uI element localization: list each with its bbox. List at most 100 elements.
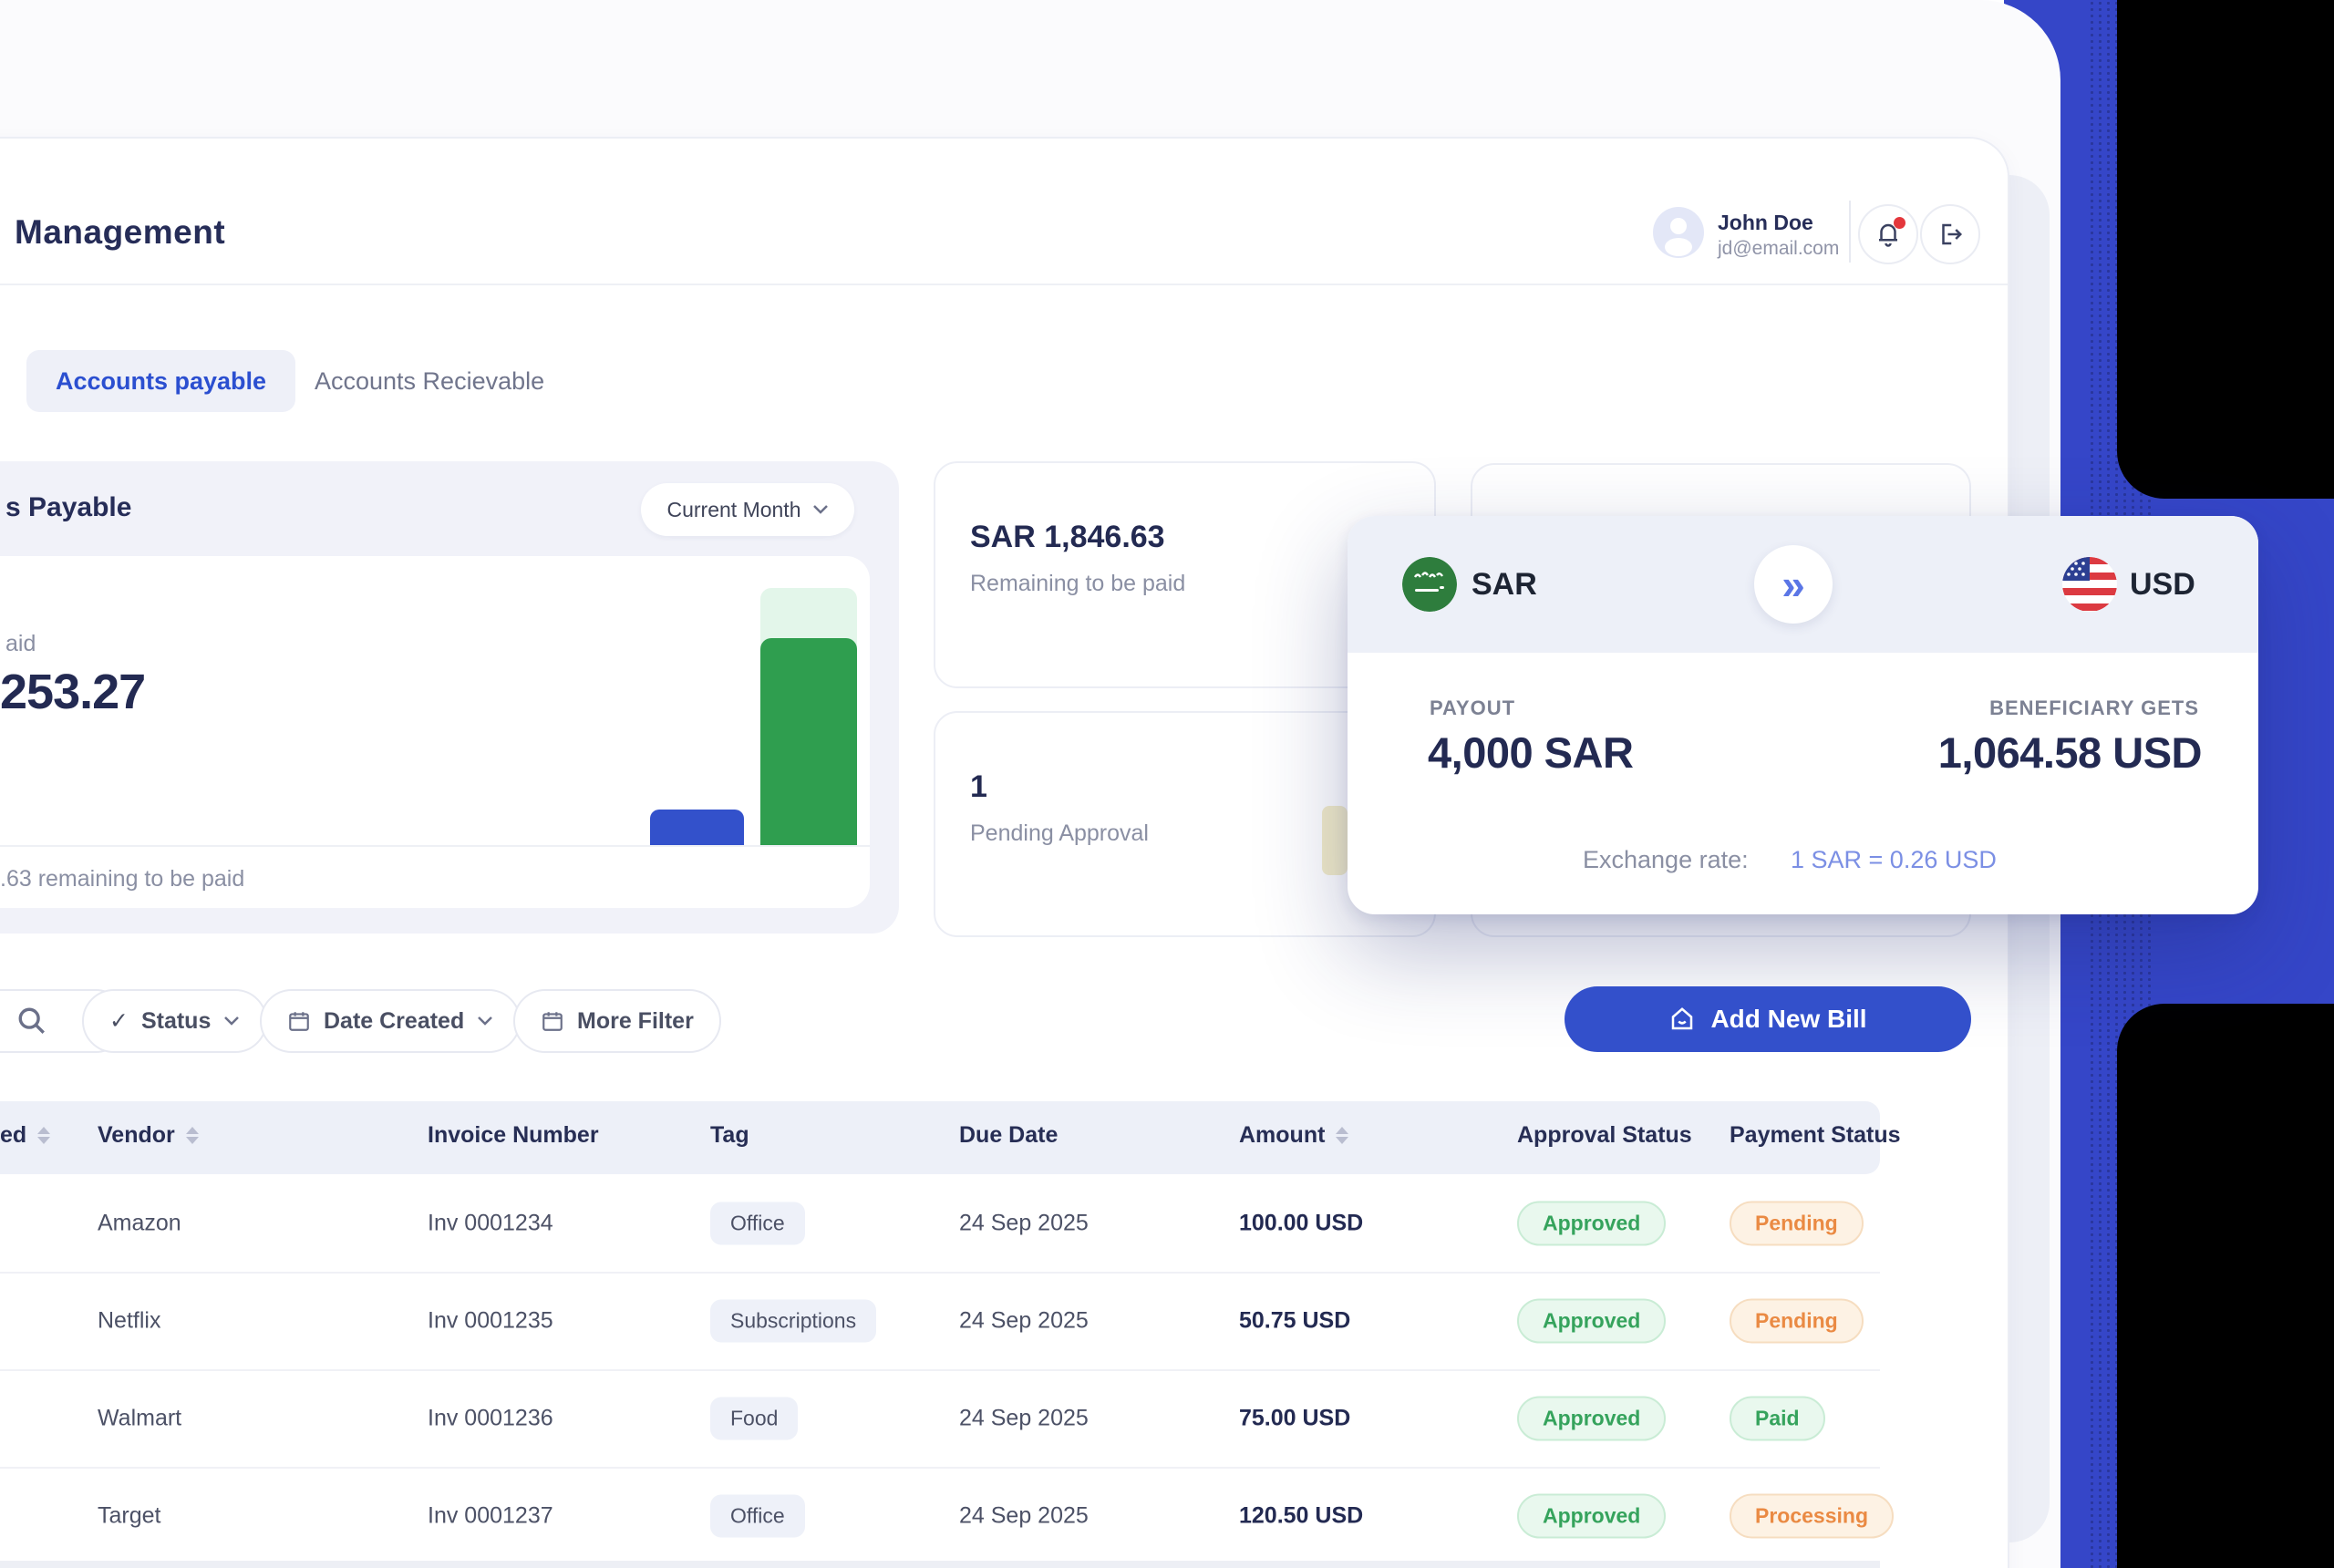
more-filter-button[interactable]: More Filter: [513, 989, 721, 1053]
column-header-invoice: Invoice Number: [428, 1122, 599, 1148]
stat-label: Remaining to be paid: [970, 571, 1186, 596]
sort-icon: [37, 1127, 51, 1144]
tag-pill: Food: [710, 1397, 799, 1439]
bell-icon: [1879, 223, 1897, 247]
period-selector[interactable]: Current Month: [641, 483, 854, 536]
approval-status-cell: Approved: [1517, 1201, 1667, 1245]
logout-icon: [1942, 223, 1963, 245]
notifications-button[interactable]: [1858, 204, 1918, 264]
exchange-rate-value[interactable]: 1 SAR = 0.26 USD: [1791, 846, 1997, 873]
payment-status-badge: Pending: [1730, 1201, 1864, 1245]
column-header-payment-status: Payment Status: [1730, 1122, 1901, 1148]
us-flag-icon: [2062, 557, 2117, 612]
payout-value: 4,000 SAR: [1428, 728, 1634, 777]
amount-cell: 50.75 USD: [1239, 1307, 1351, 1333]
vendor-cell: Walmart: [98, 1405, 182, 1430]
avatar[interactable]: [1653, 207, 1704, 258]
vendor-cell: Target: [98, 1502, 161, 1528]
paid-value: 253.27: [0, 665, 146, 719]
tag-cell: Office: [710, 1202, 805, 1244]
amount-cell: 120.50 USD: [1239, 1502, 1364, 1528]
stat-value: SAR 1,846.63: [970, 520, 1165, 554]
due-date-cell: 24 Sep 2025: [959, 1405, 1089, 1430]
table-row[interactable]: Netflix Inv 0001235 Subscriptions 24 Sep…: [0, 1272, 1880, 1371]
approval-status-badge: Approved: [1517, 1298, 1667, 1343]
payment-status-cell: Pending: [1730, 1201, 1864, 1245]
tag-pill: Office: [710, 1202, 805, 1244]
vendor-cell: Amazon: [98, 1210, 181, 1235]
exchange-card: SAR » USD PAYOUT 4,000 SAR BENEFICIARY G…: [1348, 516, 2258, 914]
amount-cell: 100.00 USD: [1239, 1210, 1364, 1235]
column-header-amount[interactable]: Amount: [1239, 1122, 1349, 1149]
sort-icon: [1336, 1127, 1349, 1144]
sort-icon: [185, 1127, 199, 1144]
person-icon: [1665, 218, 1692, 256]
payment-status-cell: Processing: [1730, 1493, 1894, 1538]
add-new-bill-label: Add New Bill: [1710, 1005, 1867, 1033]
table-header-band: [0, 1101, 1880, 1174]
swap-arrows-icon[interactable]: »: [1754, 545, 1833, 624]
date-created-filter[interactable]: Date Created: [260, 989, 522, 1053]
column-header-tag: Tag: [710, 1122, 749, 1148]
approval-status-cell: Approved: [1517, 1298, 1667, 1343]
invoice-cell: Inv 0001237: [428, 1502, 553, 1528]
status-filter[interactable]: ✓ Status: [82, 989, 268, 1053]
remaining-note: .63 remaining to be paid: [0, 866, 245, 892]
payout-label: PAYOUT: [1430, 696, 1516, 719]
tag-cell: Food: [710, 1397, 799, 1439]
due-date-cell: 24 Sep 2025: [959, 1307, 1089, 1333]
table-row[interactable]: Amazon Inv 0001234 Office 24 Sep 2025 10…: [0, 1174, 1880, 1274]
add-new-bill-button[interactable]: Add New Bill: [1565, 986, 1971, 1052]
tag-cell: Office: [710, 1494, 805, 1537]
payment-status-cell: Paid: [1730, 1396, 1825, 1440]
to-currency-label: USD: [2130, 567, 2195, 602]
tag-pill: Office: [710, 1494, 805, 1537]
tag-cell: Subscriptions: [710, 1299, 877, 1342]
header-divider: [0, 284, 2008, 285]
decor-black-bottom: [2117, 1004, 2334, 1568]
chevron-down-icon: [478, 1016, 493, 1026]
chart-baseline: [0, 845, 870, 847]
invoice-cell: Inv 0001236: [428, 1405, 553, 1430]
user-email: jd@email.com: [1718, 238, 1840, 259]
saudi-flag-icon: [1402, 557, 1457, 612]
column-header-due-date: Due Date: [959, 1122, 1059, 1148]
payable-card-title: s Payable: [5, 492, 132, 522]
more-filter-label: More Filter: [577, 1007, 694, 1034]
column-header-approval-status: Approval Status: [1517, 1122, 1692, 1148]
tab-accounts-payable[interactable]: Accounts payable: [26, 350, 296, 412]
period-selector-label: Current Month: [666, 497, 801, 521]
pending-badge-sliver: [1322, 806, 1348, 875]
approval-status-cell: Approved: [1517, 1396, 1667, 1440]
payment-status-badge: Paid: [1730, 1396, 1825, 1440]
page-title: Management: [15, 213, 226, 251]
chart-bar-blue: [650, 810, 744, 845]
approval-status-badge: Approved: [1517, 1201, 1667, 1245]
tag-pill: Subscriptions: [710, 1299, 877, 1342]
invoice-cell: Inv 0001235: [428, 1307, 553, 1333]
due-date-cell: 24 Sep 2025: [959, 1502, 1089, 1528]
header-vertical-divider: [1849, 201, 1851, 263]
user-name: John Doe: [1718, 211, 1813, 234]
column-header-vendor[interactable]: Vendor: [98, 1122, 199, 1149]
invoice-cell: Inv 0001234: [428, 1210, 553, 1235]
table-row[interactable]: Walmart Inv 0001236 Food 24 Sep 2025 75.…: [0, 1369, 1880, 1469]
paid-label: aid: [5, 631, 36, 656]
column-header-date-created[interactable]: ed: [0, 1122, 51, 1149]
bill-icon: [1672, 1007, 1693, 1030]
payment-status-cell: Pending: [1730, 1298, 1864, 1343]
decor-black-top: [2117, 0, 2334, 499]
logout-button[interactable]: [1920, 204, 1980, 264]
chevron-down-icon: [812, 505, 828, 514]
beneficiary-value: 1,064.58 USD: [1937, 728, 2203, 777]
table-row[interactable]: Target Inv 0001237 Office 24 Sep 2025 12…: [0, 1467, 1894, 1566]
search-icon: [18, 1007, 45, 1034]
check-icon: ✓: [109, 1008, 129, 1034]
payment-status-badge: Processing: [1730, 1493, 1894, 1538]
amount-cell: 75.00 USD: [1239, 1405, 1351, 1430]
notification-dot: [1894, 217, 1905, 229]
exchange-rate-label: Exchange rate:: [1583, 846, 1749, 873]
vendor-cell: Netflix: [98, 1307, 161, 1333]
tab-accounts-receivable[interactable]: Accounts Recievable: [315, 367, 545, 395]
